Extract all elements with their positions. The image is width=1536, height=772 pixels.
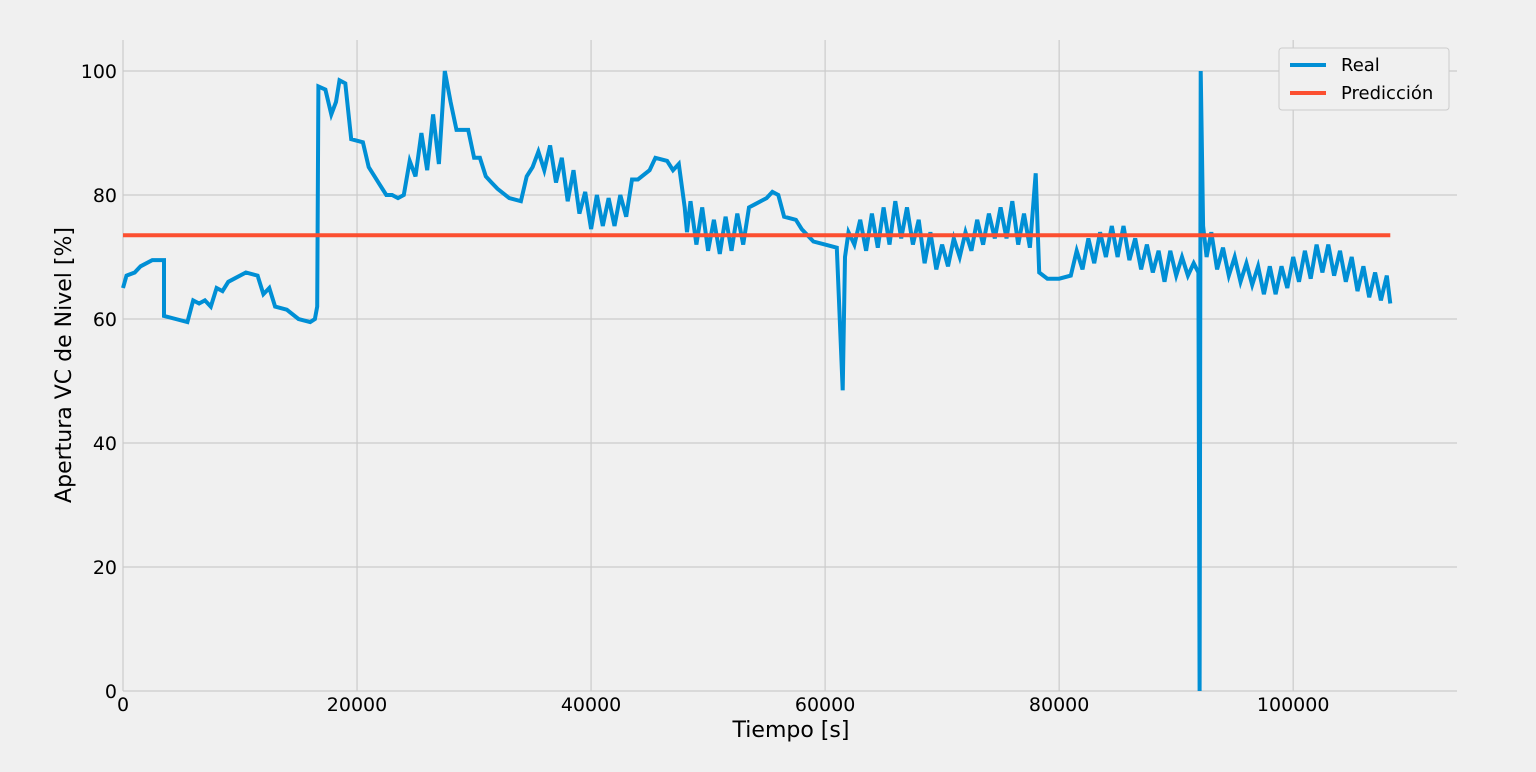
y-tick-label: 80 — [93, 185, 117, 207]
x-tick-label: 100000 — [1257, 694, 1330, 716]
legend-label-real: Real — [1341, 55, 1380, 76]
x-tick-label: 80000 — [1029, 694, 1089, 716]
x-tick-label: 0 — [117, 694, 129, 716]
y-axis-label: Apertura VC de Nivel [%] — [52, 227, 77, 503]
y-tick-label: 20 — [93, 557, 117, 579]
y-tick-label: 40 — [93, 433, 117, 455]
x-tick-label: 20000 — [327, 694, 387, 716]
x-axis-label: Tiempo [s] — [732, 718, 850, 743]
series-line-real — [121, 70, 1393, 692]
grid — [122, 40, 1457, 692]
y-tick-label: 100 — [81, 61, 117, 83]
y-tick-label: 60 — [93, 309, 117, 331]
x-tick-label: 40000 — [561, 694, 621, 716]
series — [121, 70, 1393, 692]
y-tick-label: 0 — [105, 681, 117, 703]
legend: Real Predicción — [1278, 47, 1450, 111]
legend-label-prediccion: Predicción — [1341, 83, 1433, 104]
ticks: 0 20000 40000 60000 80000 100000 0 20 40 60 80 100 — [81, 61, 1330, 716]
x-tick-label: 60000 — [795, 694, 855, 716]
